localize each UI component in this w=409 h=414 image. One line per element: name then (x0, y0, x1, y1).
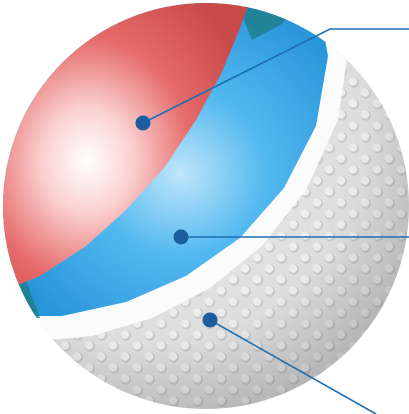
callout-cover (202, 312, 377, 414)
callouts (135, 28, 409, 414)
callout-core-marker (135, 115, 151, 131)
core-layer (3, 3, 250, 292)
callout-cover-marker (202, 312, 218, 328)
callout-core (135, 28, 409, 131)
callout-mantle-marker (173, 229, 189, 245)
callout-mantle (173, 229, 409, 245)
